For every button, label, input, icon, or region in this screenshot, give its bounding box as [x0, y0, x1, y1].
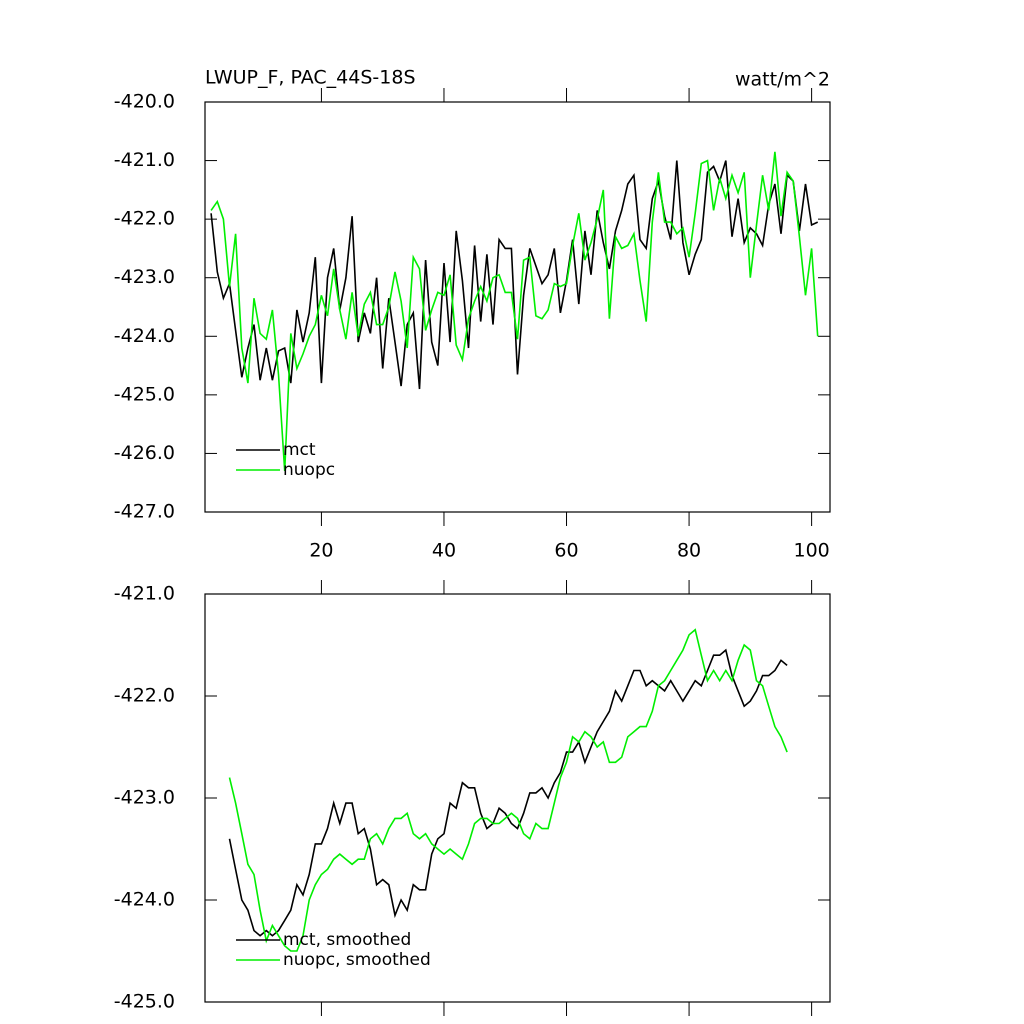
y-tick-label: -423.0 [114, 266, 175, 288]
x-tick-label: 80 [677, 540, 701, 562]
y-tick-label: -420.0 [114, 91, 175, 113]
data-line [228, 648, 788, 937]
legend-label: nuopc [283, 460, 335, 480]
legend-label: nuopc, smoothed [283, 950, 431, 970]
legend-label: mct, smoothed [283, 930, 411, 950]
y-tick-label: -421.0 [114, 583, 175, 605]
y-tick-label: -426.0 [114, 442, 175, 464]
y-tick-label: -427.0 [114, 501, 175, 523]
plot-frame [204, 101, 831, 513]
chart-title: LWUP_F, PAC_44S-18S [205, 67, 416, 89]
legend-label: mct [283, 440, 316, 460]
y-tick-label: -421.0 [114, 149, 175, 171]
data-line [228, 628, 788, 952]
y-tick-label: -424.0 [114, 325, 175, 347]
y-tick-label: -422.0 [114, 685, 175, 707]
y-tick-label: -424.0 [114, 889, 175, 911]
x-tick-label: 100 [793, 540, 829, 562]
y-tick-label: -425.0 [114, 991, 175, 1013]
x-tick-label: 60 [554, 540, 578, 562]
x-tick-label: 20 [309, 540, 333, 562]
x-tick-label: 40 [432, 540, 456, 562]
data-line [210, 151, 819, 472]
y-tick-label: -423.0 [114, 787, 175, 809]
y-tick-label: -425.0 [114, 383, 175, 405]
units-label: watt/m^2 [735, 69, 830, 91]
y-tick-label: -422.0 [114, 208, 175, 230]
